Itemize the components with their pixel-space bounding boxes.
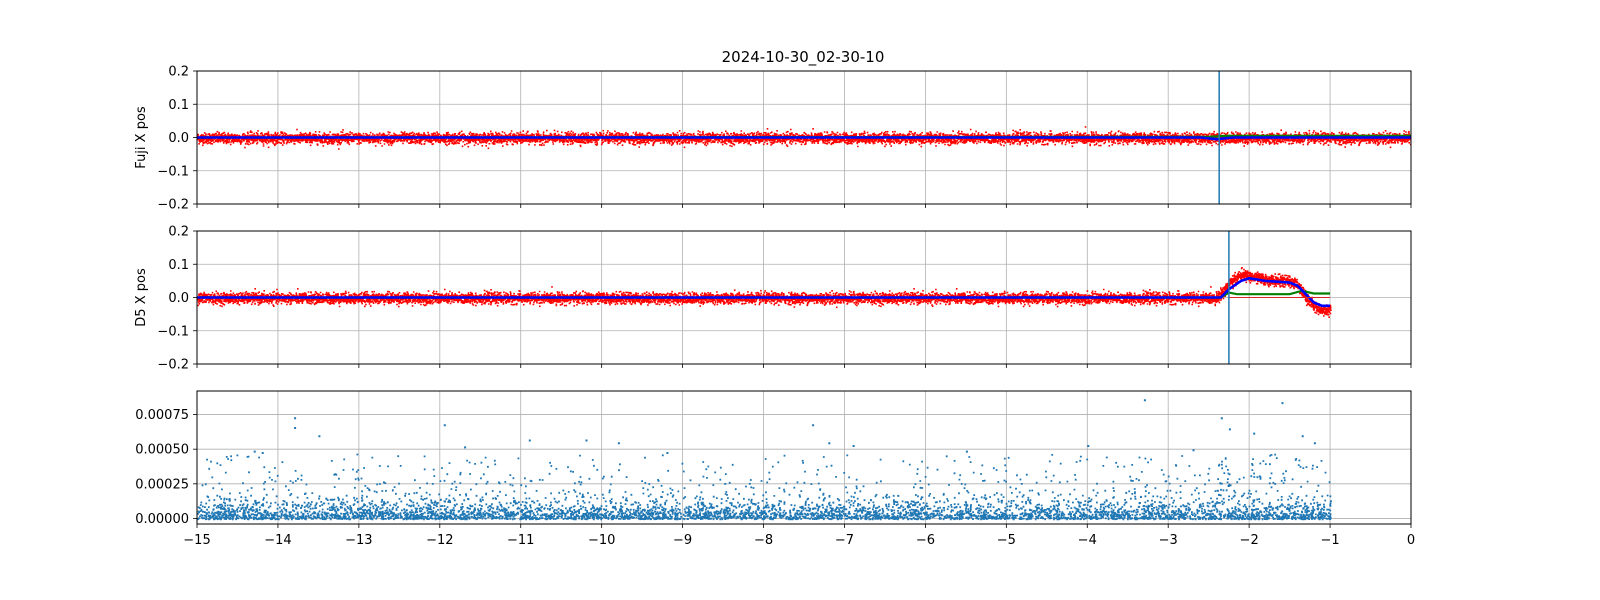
axes-frame <box>196 70 1412 205</box>
x-tick-label: −12 <box>426 533 453 548</box>
axes-frame <box>196 230 1412 365</box>
y-tick-label: 0.00025 <box>135 477 189 492</box>
plot-area <box>197 126 1411 150</box>
x-tick-label: −9 <box>673 533 692 548</box>
x-tick-label: −15 <box>183 533 210 548</box>
y-tick-label: 0.2 <box>168 225 189 240</box>
axes-frame <box>196 390 1412 525</box>
residual-scatter-panel: 0.00075 0.00050 0.00025 0.00000 −15 −14 −13 −12… <box>135 390 1415 548</box>
y-tick-label: −0.2 <box>157 358 189 373</box>
smoothed-line <box>197 136 1411 141</box>
y-tick-label: −0.2 <box>157 198 189 213</box>
x-tick-label: −14 <box>264 533 291 548</box>
grid <box>196 391 1412 524</box>
x-tick-label: −7 <box>835 533 854 548</box>
x-tick-label: −3 <box>1159 533 1178 548</box>
residual-points <box>197 399 1332 521</box>
fuji-x-pos-panel: 0.2 0.1 0.0 −0.1 −0.2 Fuji X pos <box>134 65 1412 213</box>
y-axis-label: D5 X pos <box>134 268 149 327</box>
y-tick-label: 0.0 <box>168 291 189 306</box>
x-tick-label: −1 <box>1320 533 1339 548</box>
y-tick-label: 0.1 <box>168 258 189 273</box>
x-tick-label: −6 <box>916 533 935 548</box>
x-tick-label: −2 <box>1240 533 1259 548</box>
y-tick-label: 0.1 <box>168 98 189 113</box>
x-tick-label: −13 <box>345 533 372 548</box>
x-tick-label: 0 <box>1407 533 1415 548</box>
x-tick-label: −4 <box>1078 533 1097 548</box>
plot-area <box>197 267 1332 318</box>
d5-x-pos-panel: 0.2 0.1 0.0 −0.1 −0.2 D5 X pos <box>134 225 1412 373</box>
smoothed-line <box>197 276 1331 308</box>
plot-area <box>197 399 1332 521</box>
y-tick-label: −0.1 <box>157 324 189 339</box>
raw-data-points <box>197 267 1332 318</box>
x-tick-label: −10 <box>588 533 615 548</box>
y-tick-label: 0.00050 <box>135 443 189 458</box>
x-tick-label: −5 <box>997 533 1016 548</box>
chart-title: 2024-10-30_02-30-10 <box>722 48 885 67</box>
x-tick-label: −8 <box>754 533 773 548</box>
y-tick-label: 0.00075 <box>135 408 189 423</box>
x-tick-label: −11 <box>507 533 534 548</box>
y-tick-label: 0.00000 <box>135 512 189 527</box>
y-tick-label: 0.2 <box>168 65 189 80</box>
y-tick-label: −0.1 <box>157 164 189 179</box>
y-axis-label: Fuji X pos <box>134 106 149 169</box>
y-tick-label: 0.0 <box>168 131 189 146</box>
